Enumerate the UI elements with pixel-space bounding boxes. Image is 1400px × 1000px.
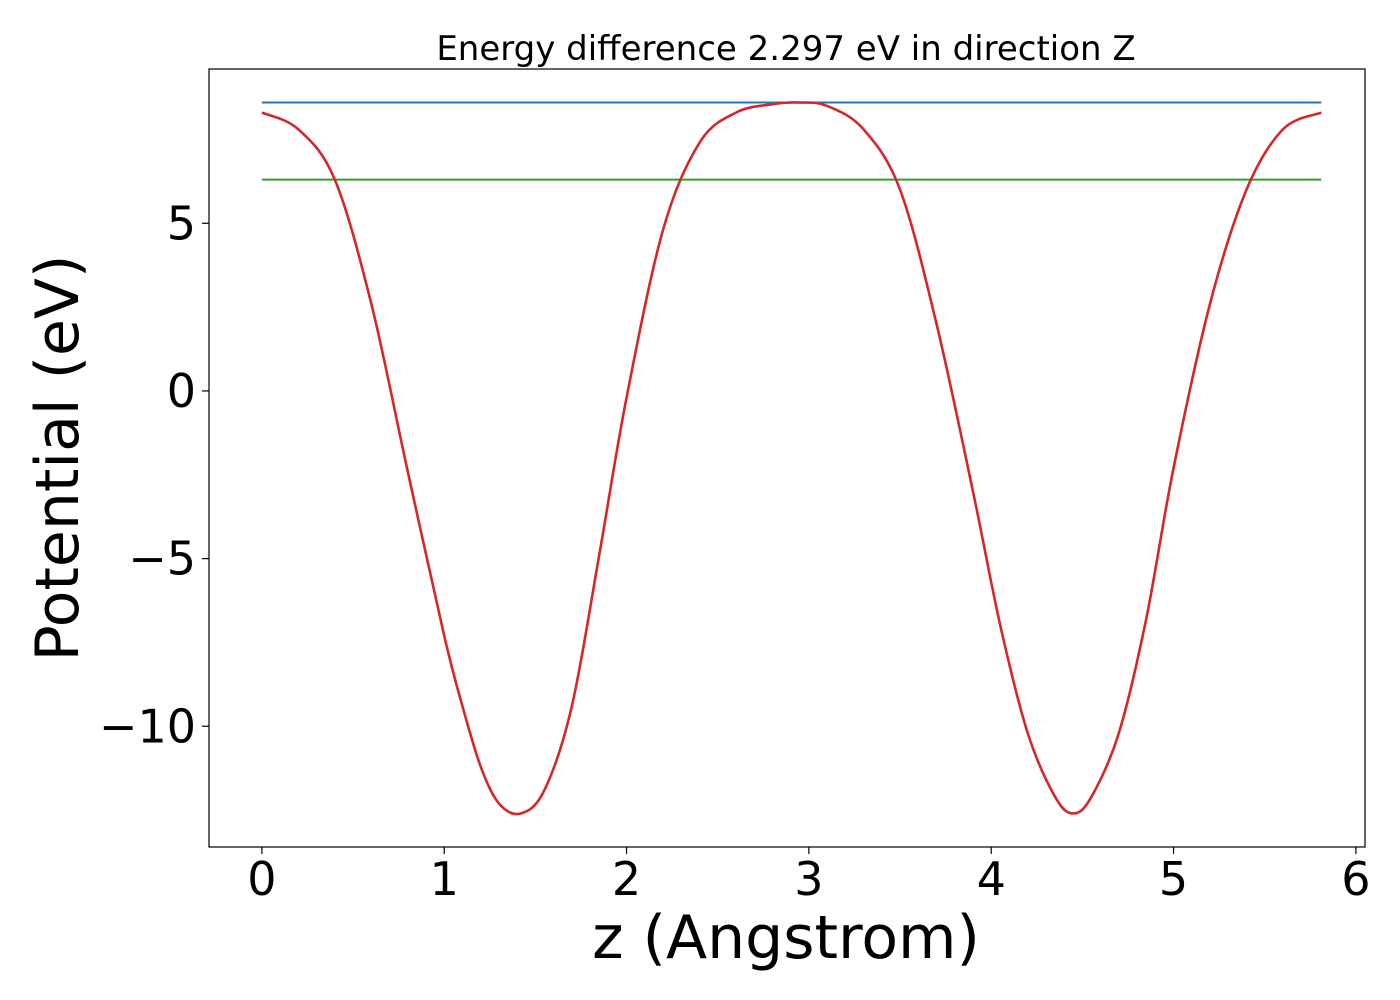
y-tick-label: 0 bbox=[167, 364, 196, 418]
y-axis-label: Potential (eV) bbox=[23, 255, 93, 662]
plot-area-frame bbox=[208, 68, 1366, 848]
x-tick-label: 1 bbox=[430, 852, 459, 906]
x-tick-label: 3 bbox=[794, 852, 823, 906]
y-tick-label: −10 bbox=[99, 699, 196, 753]
x-axis-label: z (Angstrom) bbox=[592, 903, 980, 973]
x-tick-label: 6 bbox=[1341, 852, 1370, 906]
series-layer bbox=[261, 101, 1322, 816]
series-line-potential bbox=[261, 101, 1322, 816]
x-axis-ticks: 0 1 2 3 4 5 6 bbox=[247, 847, 1371, 906]
chart-title: Energy difference 2.297 eV in direction … bbox=[436, 29, 1135, 69]
y-tick-label: −5 bbox=[128, 532, 196, 586]
x-tick-label: 4 bbox=[977, 852, 1006, 906]
x-tick-label: 0 bbox=[247, 852, 276, 906]
x-tick-label: 5 bbox=[1159, 852, 1188, 906]
y-axis-ticks: 5 0 −5 −10 bbox=[99, 196, 209, 753]
x-tick-label: 2 bbox=[612, 852, 641, 906]
y-tick-label: 5 bbox=[167, 196, 196, 250]
